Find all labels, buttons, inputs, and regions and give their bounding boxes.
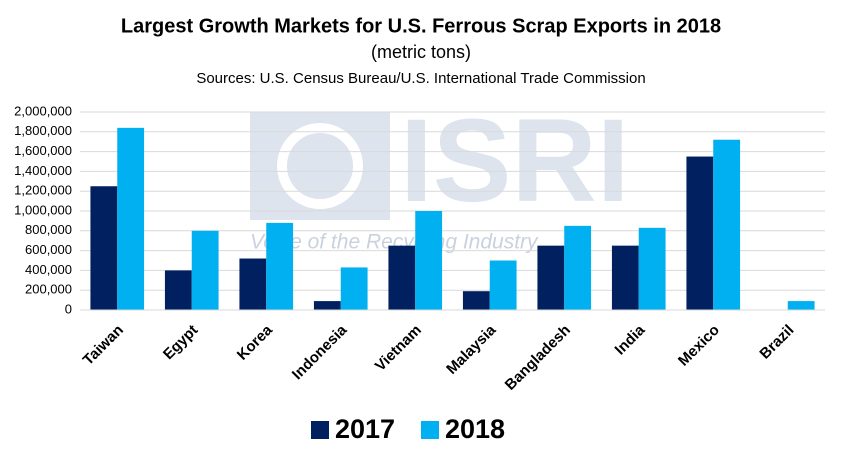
bar (537, 245, 565, 310)
x-tick-label: Mexico (675, 322, 723, 370)
legend-label: 2018 (445, 414, 505, 444)
bar (415, 211, 443, 310)
bar (713, 139, 741, 310)
bar (266, 222, 294, 310)
bar (164, 270, 192, 310)
y-tick-label: 1,000,000 (14, 202, 72, 217)
chart-title: Largest Growth Markets for U.S. Ferrous … (121, 15, 721, 37)
y-tick-label: 200,000 (25, 282, 72, 297)
bar (638, 227, 666, 310)
y-tick-label: 2,000,000 (14, 103, 72, 118)
x-tick-label: Egypt (160, 322, 201, 363)
x-tick-label: Indonesia (289, 321, 351, 383)
chart-source: Sources: U.S. Census Bureau/U.S. Interna… (196, 70, 645, 87)
legend-swatch (311, 421, 329, 439)
bar (787, 301, 815, 310)
x-tick-label: Brazil (756, 322, 797, 363)
bar (686, 156, 714, 310)
y-tick-label: 400,000 (25, 262, 72, 277)
x-tick-label: India (612, 321, 649, 358)
y-tick-label: 1,400,000 (14, 163, 72, 178)
bar (564, 225, 592, 310)
bar (489, 260, 517, 310)
legend-swatch (421, 421, 439, 439)
y-tick-label: 1,600,000 (14, 143, 72, 158)
bar (611, 245, 639, 310)
x-tick-label: Bangladesh (502, 322, 574, 394)
bar (388, 245, 416, 310)
bar (239, 258, 267, 310)
x-tick-label: Malaysia (443, 321, 500, 378)
y-tick-label: 1,200,000 (14, 183, 72, 198)
x-tick-label: Vietnam (372, 322, 425, 375)
watermark-slogan: Voice of the Recycling Industry (250, 231, 539, 254)
bar (117, 127, 145, 310)
bar (462, 291, 490, 310)
chart-subtitle: (metric tons) (371, 42, 471, 62)
y-tick-label: 1,800,000 (14, 123, 72, 138)
y-tick-label: 0 (65, 301, 72, 316)
bar (90, 186, 118, 310)
y-tick-label: 800,000 (25, 222, 72, 237)
x-tick-label: Taiwan (80, 322, 127, 369)
watermark-icon (277, 123, 363, 209)
x-tick-label: Korea (234, 321, 277, 364)
legend-label: 2017 (335, 414, 395, 444)
y-tick-label: 600,000 (25, 242, 72, 257)
bar (313, 301, 341, 310)
watermark-logo: ISRI (400, 95, 630, 227)
bar (191, 230, 219, 310)
bar (340, 267, 368, 310)
